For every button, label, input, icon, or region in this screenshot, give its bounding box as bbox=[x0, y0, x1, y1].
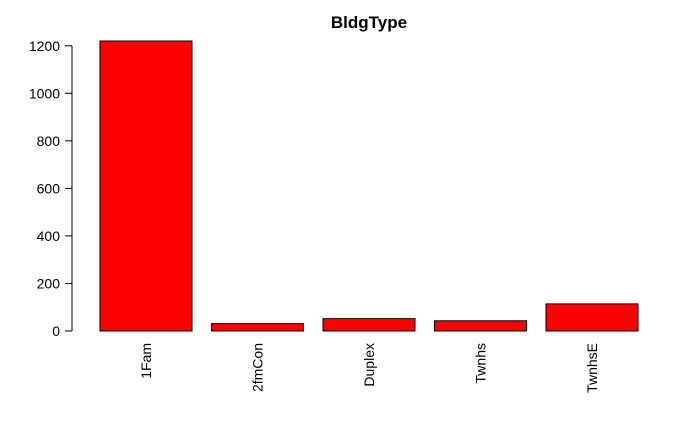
x-tick-label: 1Fam bbox=[138, 343, 154, 379]
x-tick-label: Twnhs bbox=[473, 343, 489, 383]
y-tick-label: 200 bbox=[37, 275, 61, 291]
bar-twnhs bbox=[434, 320, 527, 332]
y-tick-label: 1000 bbox=[29, 85, 60, 101]
bar-duplex bbox=[322, 318, 416, 332]
bar-twnhse bbox=[545, 303, 639, 332]
x-tick-label: Duplex bbox=[361, 343, 377, 387]
bars bbox=[99, 40, 639, 332]
y-tick-label: 600 bbox=[37, 180, 61, 196]
y-tick-label: 400 bbox=[37, 228, 61, 244]
y-tick-label: 800 bbox=[37, 133, 61, 149]
x-tick-labels: 1Fam 2fmCon Duplex Twnhs TwnhsE bbox=[138, 343, 600, 393]
x-tick-label: TwnhsE bbox=[584, 343, 600, 393]
chart-title: BldgType bbox=[331, 13, 407, 32]
y-tick-label: 0 bbox=[52, 323, 60, 339]
bar-2fmcon bbox=[211, 323, 304, 332]
bar-1fam bbox=[99, 40, 193, 332]
x-tick-label: 2fmCon bbox=[250, 343, 266, 392]
y-axis: 0 200 400 600 800 1000 1200 bbox=[29, 38, 73, 339]
y-tick-label: 1200 bbox=[29, 38, 60, 54]
